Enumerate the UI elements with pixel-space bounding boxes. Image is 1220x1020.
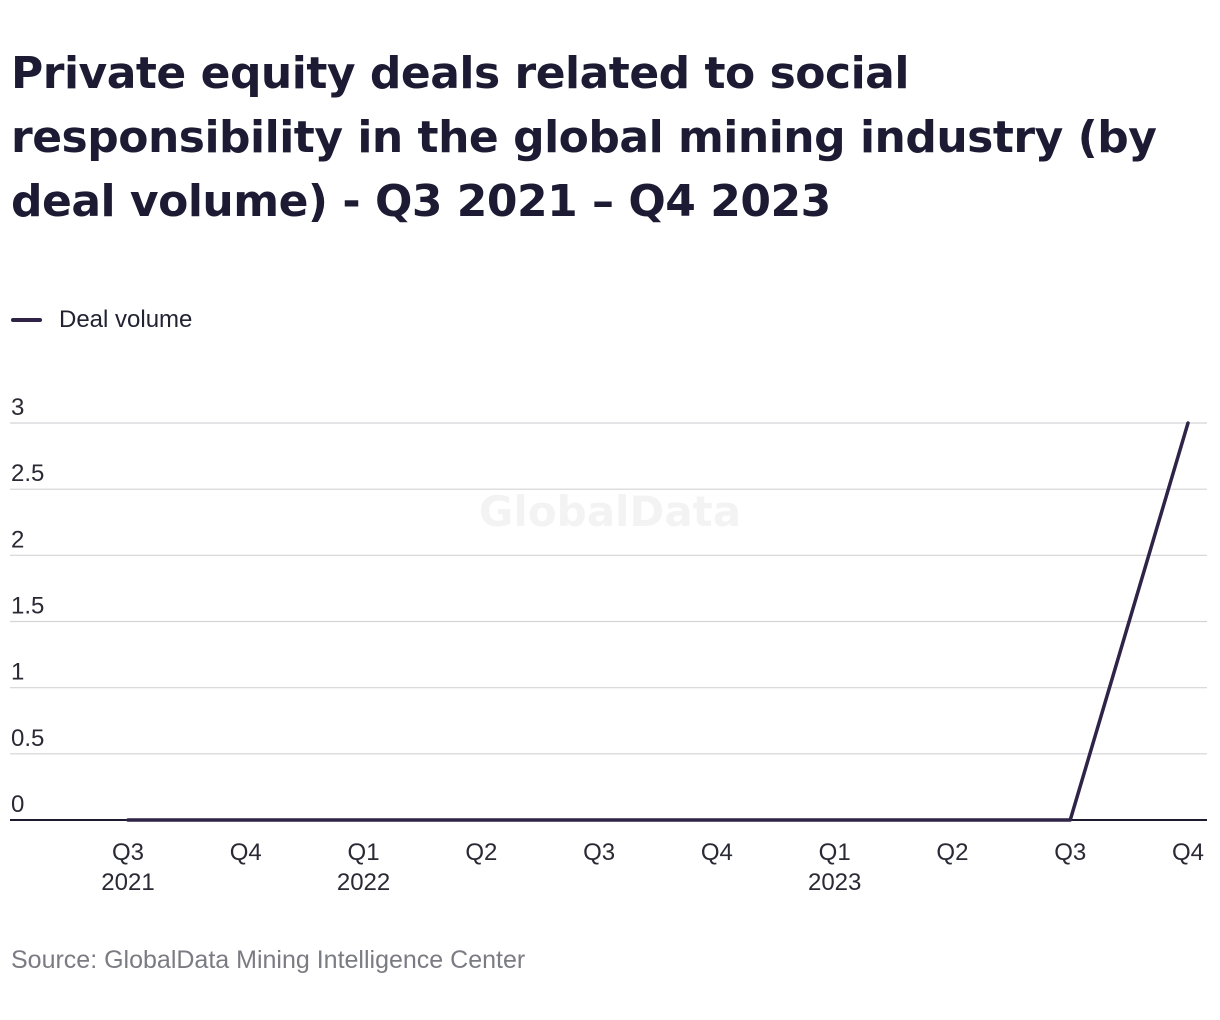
- x-tick-year-label: 2022: [337, 869, 390, 896]
- y-tick-label: 0: [11, 791, 24, 818]
- x-tick-label: Q1: [819, 839, 851, 866]
- source-note: Source: GlobalData Mining Intelligence C…: [11, 946, 526, 974]
- y-tick-label: 1.5: [11, 593, 44, 620]
- x-tick-label: Q3: [112, 839, 144, 866]
- legend: Deal volume: [11, 306, 192, 334]
- y-axis-tick-labels: 0 0.5 1 1.5 2 2.5 3: [11, 394, 44, 818]
- x-axis-tick-labels: Q3 2021 Q4 Q1 2022 Q2 Q3 Q4 Q1 2023 Q2 Q3 Q4: [101, 839, 1204, 896]
- grid-layer: [10, 422, 1207, 821]
- x-tick-label: Q4: [230, 839, 262, 866]
- x-tick-label: Q2: [465, 839, 497, 866]
- x-tick-label: Q1: [348, 839, 380, 866]
- chart-title: Private equity deals related to social r…: [11, 48, 1157, 227]
- y-tick-label: 3: [11, 394, 24, 421]
- x-tick-year-label: 2023: [808, 869, 861, 896]
- legend-label: Deal volume: [59, 306, 193, 333]
- x-tick-label: Q4: [701, 839, 733, 866]
- x-tick-label: Q3: [583, 839, 615, 866]
- x-tick-year-label: 2021: [101, 869, 154, 896]
- x-tick-label: Q3: [1054, 839, 1086, 866]
- watermark: GlobalData: [479, 487, 741, 536]
- y-tick-label: 1: [11, 659, 24, 686]
- x-tick-label: Q4: [1172, 839, 1204, 866]
- series-line-deal-volume: [126, 421, 1190, 822]
- x-tick-label: Q2: [936, 839, 968, 866]
- y-tick-label: 2.5: [11, 460, 44, 487]
- y-tick-label: 2: [11, 526, 24, 553]
- legend-swatch: [11, 318, 42, 322]
- series-layer: [126, 421, 1190, 822]
- y-tick-label: 0.5: [11, 725, 44, 752]
